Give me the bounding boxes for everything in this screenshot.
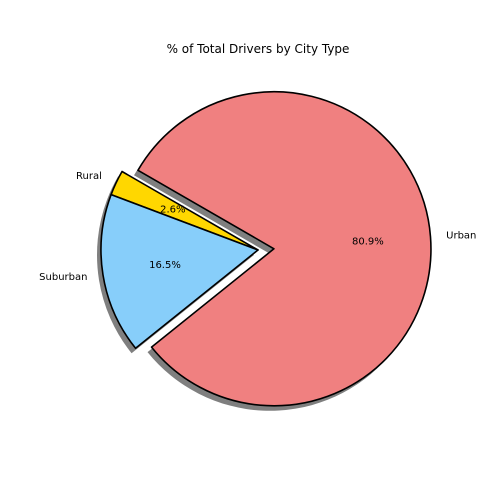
chart-title: % of Total Drivers by City Type [167,42,350,56]
slice-urban [137,90,432,407]
slice-label-rural: Rural [76,171,102,182]
slice-pct-rural: 2.6% [160,205,185,216]
pie-slices [100,90,432,407]
slice-pct-suburban: 16.5% [149,260,181,271]
slice-suburban [100,193,259,350]
slice-labels: Rural 2.6% Suburban 16.5% Urban 80.9% [39,171,476,283]
slice-label-suburban: Suburban [39,272,87,283]
slice-label-urban: Urban [446,231,476,242]
slice-pct-urban: 80.9% [352,237,384,248]
